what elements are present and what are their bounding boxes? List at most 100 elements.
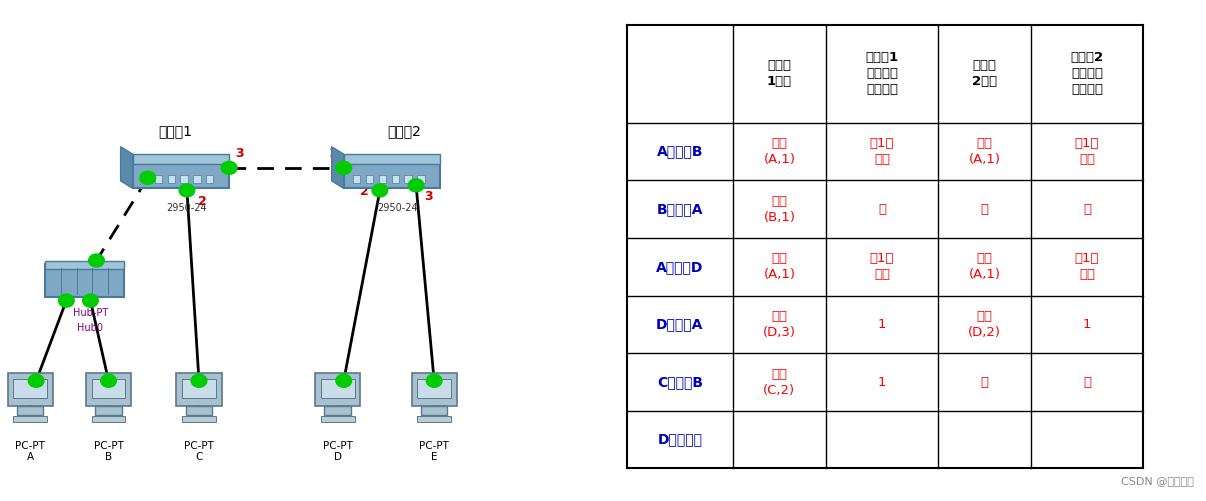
Text: 2: 2 [198, 195, 206, 208]
Text: B发送给A: B发送给A [656, 202, 703, 216]
Text: 1: 1 [1083, 318, 1091, 331]
Text: 更新
(A,1): 更新 (A,1) [968, 253, 1001, 281]
Text: 2: 2 [361, 185, 369, 198]
FancyBboxPatch shape [13, 416, 47, 422]
Text: 无: 无 [1083, 203, 1091, 215]
Text: 1: 1 [878, 376, 886, 388]
Text: 除1外
所有: 除1外 所有 [870, 253, 894, 281]
FancyBboxPatch shape [95, 406, 122, 415]
Text: 增加
(B,1): 增加 (B,1) [763, 195, 796, 223]
Text: 交换机1: 交换机1 [158, 124, 192, 138]
FancyBboxPatch shape [417, 416, 451, 422]
Circle shape [29, 374, 43, 387]
Text: 交换机2: 交换机2 [387, 124, 421, 138]
Circle shape [191, 374, 207, 387]
FancyBboxPatch shape [404, 174, 411, 182]
FancyBboxPatch shape [421, 406, 447, 415]
Text: D发送给A: D发送给A [656, 318, 703, 331]
FancyBboxPatch shape [353, 174, 361, 182]
Text: 增加
(A,1): 增加 (A,1) [968, 137, 1001, 166]
Text: 3: 3 [235, 147, 244, 160]
Text: Hub-PT: Hub-PT [72, 308, 109, 318]
Circle shape [83, 294, 99, 307]
Text: 增加
(C,2): 增加 (C,2) [763, 368, 796, 396]
Circle shape [409, 179, 425, 192]
Text: 增加
(D,3): 增加 (D,3) [763, 310, 796, 339]
FancyBboxPatch shape [92, 416, 125, 422]
Text: PC-PT
D: PC-PT D [323, 441, 352, 462]
FancyBboxPatch shape [193, 174, 200, 182]
FancyBboxPatch shape [321, 416, 355, 422]
FancyBboxPatch shape [182, 379, 216, 398]
Text: 更新
(A,1): 更新 (A,1) [763, 253, 796, 281]
Text: 无: 无 [1083, 376, 1091, 388]
FancyBboxPatch shape [411, 373, 457, 406]
Circle shape [335, 374, 352, 387]
FancyBboxPatch shape [182, 416, 216, 422]
FancyBboxPatch shape [133, 161, 229, 188]
Text: 1: 1 [329, 147, 338, 160]
FancyBboxPatch shape [417, 379, 451, 398]
FancyBboxPatch shape [46, 261, 124, 269]
Polygon shape [121, 147, 133, 188]
Text: C发送给B: C发送给B [657, 375, 703, 389]
FancyBboxPatch shape [315, 373, 361, 406]
Text: 无: 无 [980, 203, 989, 215]
Text: 2950-24: 2950-24 [377, 203, 418, 213]
Text: D关机离线: D关机离线 [657, 433, 702, 446]
Circle shape [335, 161, 352, 174]
Text: 除1外
所有: 除1外 所有 [1075, 137, 1099, 166]
Text: PC-PT
E: PC-PT E [420, 441, 449, 462]
FancyBboxPatch shape [13, 379, 47, 398]
Circle shape [140, 171, 156, 184]
Text: PC-PT
A: PC-PT A [16, 441, 45, 462]
FancyBboxPatch shape [7, 373, 53, 406]
Circle shape [371, 184, 388, 197]
FancyBboxPatch shape [168, 174, 175, 182]
FancyBboxPatch shape [186, 406, 212, 415]
Text: 无: 无 [980, 376, 989, 388]
Circle shape [100, 374, 116, 387]
Text: Hub0: Hub0 [77, 323, 104, 333]
FancyBboxPatch shape [86, 373, 131, 406]
FancyBboxPatch shape [17, 406, 43, 415]
Text: 交换表
2变化: 交换表 2变化 [972, 60, 997, 88]
FancyBboxPatch shape [154, 174, 162, 182]
FancyBboxPatch shape [344, 154, 440, 164]
FancyBboxPatch shape [92, 379, 125, 398]
Text: 3: 3 [423, 190, 433, 203]
FancyBboxPatch shape [417, 174, 425, 182]
Text: 交换机2
向哪些接
口转发帧: 交换机2 向哪些接 口转发帧 [1071, 52, 1103, 96]
Circle shape [180, 184, 195, 197]
Text: A发送给B: A发送给B [656, 145, 703, 158]
Text: 增加
(A,1): 增加 (A,1) [763, 137, 796, 166]
FancyBboxPatch shape [142, 174, 150, 182]
Text: 1: 1 [131, 160, 140, 173]
FancyBboxPatch shape [181, 174, 188, 182]
FancyBboxPatch shape [324, 406, 351, 415]
Text: 除1外
所有: 除1外 所有 [1075, 253, 1099, 281]
Text: 1: 1 [878, 318, 886, 331]
Text: 交换表
1变化: 交换表 1变化 [767, 60, 792, 88]
FancyBboxPatch shape [133, 154, 229, 164]
Text: PC-PT
C: PC-PT C [185, 441, 213, 462]
Text: A发送给D: A发送给D [656, 260, 703, 274]
FancyBboxPatch shape [46, 265, 124, 297]
Circle shape [222, 161, 236, 174]
FancyBboxPatch shape [365, 174, 373, 182]
Polygon shape [332, 147, 344, 188]
Text: 2950-24: 2950-24 [166, 203, 207, 213]
Circle shape [89, 254, 105, 267]
FancyBboxPatch shape [176, 373, 222, 406]
Circle shape [427, 374, 443, 387]
FancyBboxPatch shape [379, 174, 386, 182]
Text: CSDN @盒马盒马: CSDN @盒马盒马 [1122, 476, 1194, 486]
FancyBboxPatch shape [321, 379, 355, 398]
Text: PC-PT
B: PC-PT B [94, 441, 123, 462]
Circle shape [59, 294, 75, 307]
Text: 交换机1
向哪些接
口转发帧: 交换机1 向哪些接 口转发帧 [866, 52, 898, 96]
FancyBboxPatch shape [206, 174, 213, 182]
Text: 增加
(D,2): 增加 (D,2) [968, 310, 1001, 339]
Text: 除1外
所有: 除1外 所有 [870, 137, 894, 166]
Text: 无: 无 [878, 203, 886, 215]
